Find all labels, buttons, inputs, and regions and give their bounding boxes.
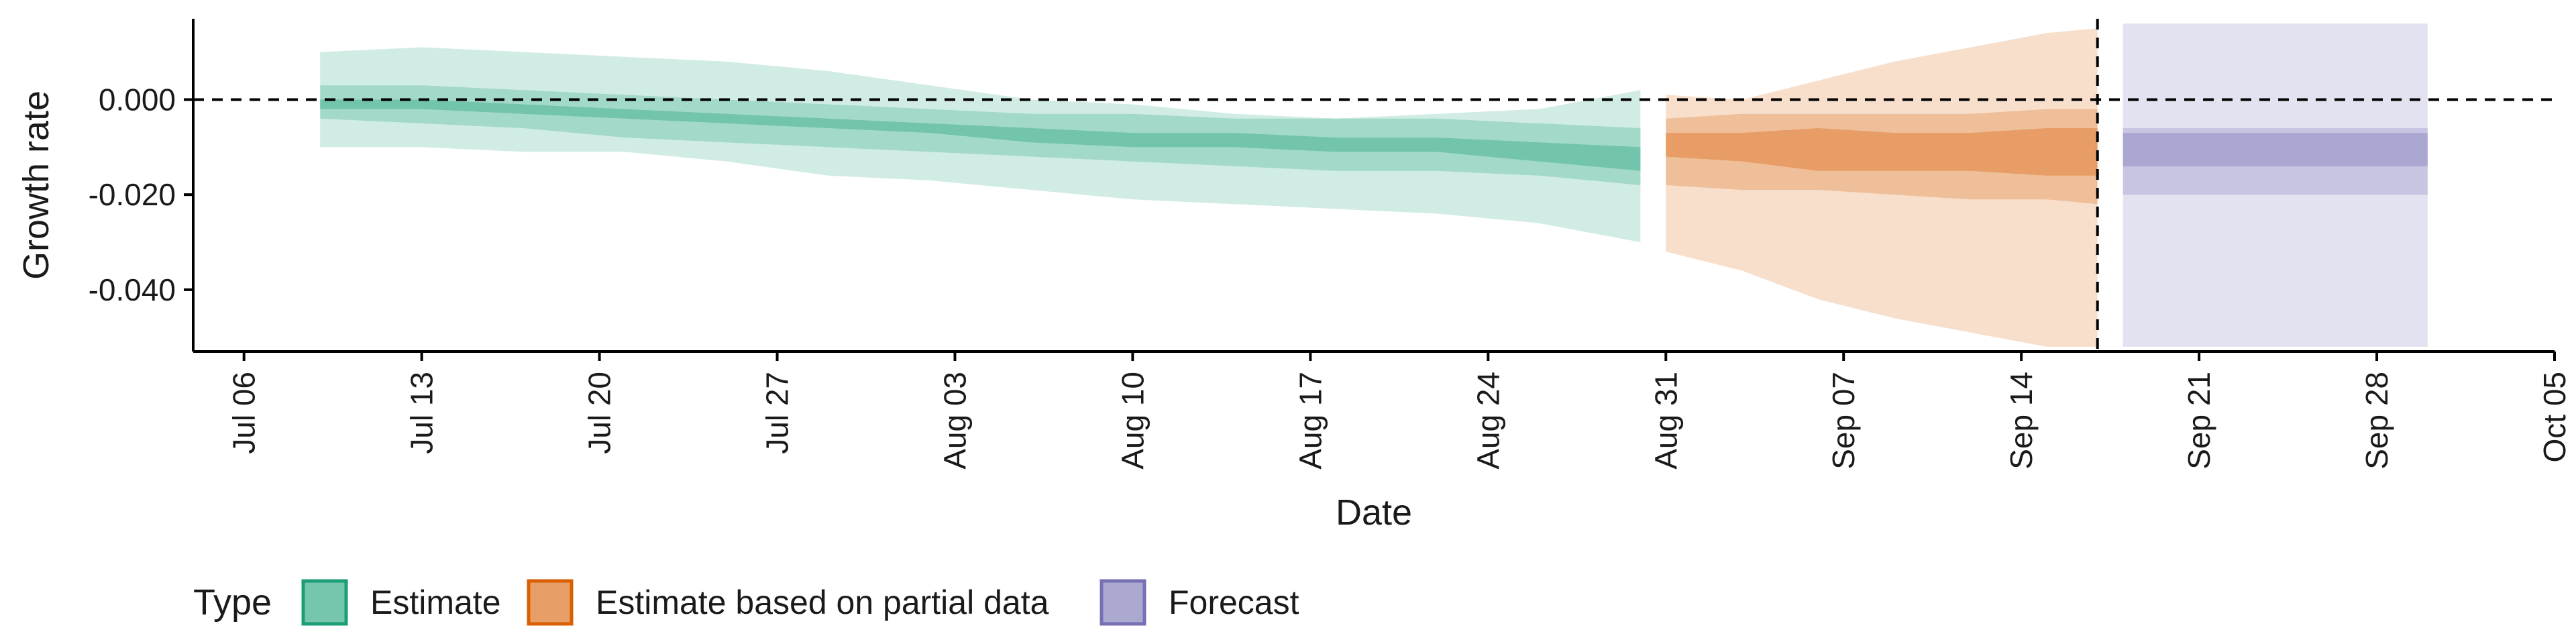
credible-band-inner bbox=[320, 99, 1641, 171]
credible-band-inner bbox=[2123, 133, 2428, 166]
legend-key-forecast: Forecast bbox=[1099, 579, 1299, 626]
x-axis-title: Date bbox=[1336, 492, 1412, 533]
y-tick-label: -0.040 bbox=[89, 272, 176, 307]
x-tick-label: Oct 05 bbox=[2537, 372, 2572, 463]
legend-label: Estimate bbox=[370, 584, 501, 621]
band-layer bbox=[320, 23, 2428, 347]
credible-band-inner bbox=[1666, 128, 2098, 176]
x-tick-label: Aug 17 bbox=[1293, 372, 1328, 470]
x-tick-label: Jul 20 bbox=[582, 372, 617, 454]
series-forecast bbox=[2123, 23, 2428, 347]
y-tick-label: -0.020 bbox=[89, 177, 176, 212]
x-tick-label: Jul 13 bbox=[405, 372, 439, 454]
legend-label: Estimate based on partial data bbox=[596, 584, 1049, 621]
x-tick-label: Aug 24 bbox=[1470, 372, 1505, 470]
credible-band-mid bbox=[1666, 109, 2098, 205]
x-tick-label: Aug 31 bbox=[1648, 372, 1683, 470]
x-tick-label: Jul 06 bbox=[227, 372, 262, 454]
legend-title: Type bbox=[193, 582, 272, 623]
credible-band-mid bbox=[320, 85, 1641, 185]
legend-swatch bbox=[1099, 579, 1146, 626]
legend-key-estimate: Estimate bbox=[301, 579, 501, 626]
credible-band-outer bbox=[1666, 28, 2098, 347]
x-tick-label: Sep 21 bbox=[2182, 372, 2216, 470]
legend-swatch bbox=[527, 579, 574, 626]
legend-key-estimate-based-on-partial-data: Estimate based on partial data bbox=[527, 579, 1049, 626]
y-tick-label: 0.000 bbox=[99, 82, 176, 117]
series-estimate bbox=[320, 47, 1641, 242]
credible-band-outer bbox=[2123, 23, 2428, 347]
x-tick-label: Sep 28 bbox=[2359, 372, 2394, 470]
legend: Type Estimate Estimate based on partial da… bbox=[193, 579, 1299, 626]
x-tick-label: Sep 07 bbox=[1826, 372, 1861, 470]
y-axis-title: Growth rate bbox=[16, 91, 56, 280]
x-tick-label: Jul 27 bbox=[760, 372, 795, 454]
credible-band-outer bbox=[320, 47, 1641, 242]
credible-band-mid bbox=[2123, 128, 2428, 195]
x-tick-label: Sep 14 bbox=[2004, 372, 2039, 470]
x-tick-label: Aug 03 bbox=[937, 372, 972, 470]
axes: 0.000 -0.020 -0.040 Jul 06 Jul 13 Jul 20 Jul 2… bbox=[89, 19, 2572, 470]
x-tick-label: Aug 10 bbox=[1115, 372, 1150, 470]
legend-label: Forecast bbox=[1169, 584, 1299, 621]
legend-swatch bbox=[301, 579, 348, 626]
series-estimate-based-on-partial-data bbox=[1666, 28, 2098, 347]
